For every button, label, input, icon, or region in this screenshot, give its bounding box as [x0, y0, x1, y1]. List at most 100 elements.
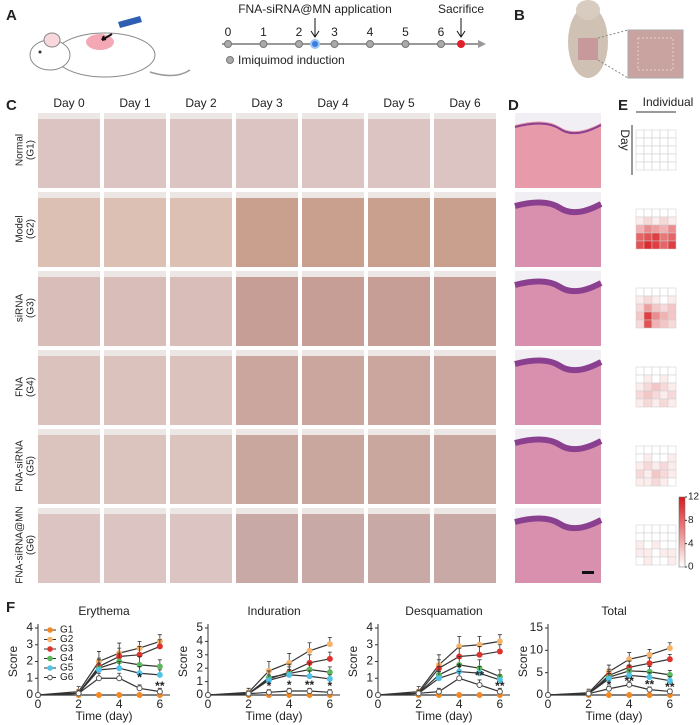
- heat-cell: [643, 366, 653, 376]
- panel-label: F: [6, 599, 15, 616]
- significance: *: [328, 679, 333, 693]
- photo-edge: [170, 271, 232, 277]
- y-tick-label: 5: [536, 665, 543, 679]
- y-tick-label: 10: [530, 643, 544, 657]
- heat-cell: [635, 295, 645, 305]
- series-line: [377, 677, 501, 696]
- heat-cell: [667, 469, 677, 479]
- heat-cell: [643, 137, 653, 147]
- heat-cell: [659, 445, 669, 455]
- heat-cell: [667, 287, 677, 297]
- induction-dot: [295, 40, 303, 48]
- heat-cell: [659, 374, 669, 384]
- skin-photo: [434, 271, 496, 346]
- heat-cell: [643, 382, 653, 392]
- heat-cell: [659, 224, 669, 234]
- significance: **: [305, 678, 315, 692]
- heat-cell: [635, 532, 645, 542]
- heat-cell: [659, 208, 669, 218]
- heat-cell: [635, 208, 645, 218]
- heat-cell: [659, 390, 669, 400]
- heat-cell: [651, 216, 661, 226]
- heat-cell: [643, 153, 653, 163]
- skin-photo: [236, 508, 298, 583]
- heat-cell: [667, 208, 677, 218]
- heat-cell: [651, 548, 661, 558]
- heat-cell: [659, 137, 669, 147]
- legend-label: G5: [60, 663, 74, 674]
- heat-cell: [651, 390, 661, 400]
- heat-cell: [643, 208, 653, 218]
- photo-edge: [236, 113, 298, 119]
- panel-label: B: [514, 7, 525, 24]
- mouse-illustration: [29, 16, 191, 78]
- column-header: Day 4: [317, 96, 349, 110]
- y-axis-label: Score: [6, 646, 20, 678]
- heat-cell: [643, 532, 653, 542]
- photo-edge: [170, 508, 232, 514]
- heat-cell: [635, 469, 645, 479]
- data-point: [476, 681, 483, 688]
- heat-cell: [659, 366, 669, 376]
- heat-cell: [635, 374, 645, 384]
- photo-edge: [38, 429, 100, 435]
- heat-cell: [651, 161, 661, 171]
- photo-edge: [170, 350, 232, 356]
- legend-dot: [226, 56, 234, 64]
- legend-marker: [47, 636, 53, 643]
- heat-cell: [659, 477, 669, 487]
- skin-photo: [38, 508, 100, 583]
- data-point: [545, 692, 551, 698]
- photo-edge: [302, 113, 364, 119]
- skin-photo: [302, 350, 364, 425]
- heat-cell: [643, 295, 653, 305]
- day-label: 3: [331, 25, 338, 39]
- photo-edge: [368, 429, 430, 435]
- induction-dot: [366, 40, 374, 48]
- x-tick-label: 0: [375, 697, 382, 711]
- skin-photo: [236, 350, 298, 425]
- scale-bar: [582, 571, 594, 574]
- x-tick-label: 4: [626, 697, 633, 711]
- significance: *: [287, 678, 292, 692]
- skin-photo: [368, 192, 430, 267]
- data-point: [646, 660, 653, 667]
- heat-cell: [635, 319, 645, 329]
- skin-photo: [170, 429, 232, 504]
- y-tick-label: 0: [366, 687, 373, 701]
- photo-edge: [302, 192, 364, 198]
- heat-cell: [643, 240, 653, 250]
- x-axis-label: Time (day): [416, 709, 473, 723]
- skin-photo: [104, 192, 166, 267]
- skin-photo: [236, 429, 298, 504]
- heat-cell: [659, 524, 669, 534]
- heat-cell: [659, 295, 669, 305]
- heat-cell: [651, 445, 661, 455]
- heat-cell: [643, 453, 653, 463]
- significance: **: [665, 680, 675, 694]
- heat-cell: [659, 382, 669, 392]
- column-header: Day 3: [251, 96, 283, 110]
- photo-edge: [170, 429, 232, 435]
- heat-cell: [667, 445, 677, 455]
- heat-cell: [651, 366, 661, 376]
- chart-title: Erythema: [78, 604, 130, 618]
- y-tick-label: 1: [366, 670, 373, 684]
- column-header: Day 6: [449, 96, 481, 110]
- heat-cell: [635, 524, 645, 534]
- epidermis-layer: [514, 199, 603, 216]
- epidermis: [515, 113, 601, 132]
- heat-cell: [651, 208, 661, 218]
- epidermis: [515, 508, 601, 527]
- row-label: siRNA: [15, 294, 26, 323]
- x-tick-label: 4: [116, 697, 123, 711]
- heat-cell: [667, 153, 677, 163]
- sacrifice-dot: [457, 40, 465, 48]
- series-line: [207, 690, 330, 696]
- heat-cell: [643, 224, 653, 234]
- photo-edge: [368, 113, 430, 119]
- heat-cell: [635, 477, 645, 487]
- data-point: [95, 692, 102, 698]
- legend-marker: [47, 655, 53, 662]
- photo-edge: [104, 271, 166, 277]
